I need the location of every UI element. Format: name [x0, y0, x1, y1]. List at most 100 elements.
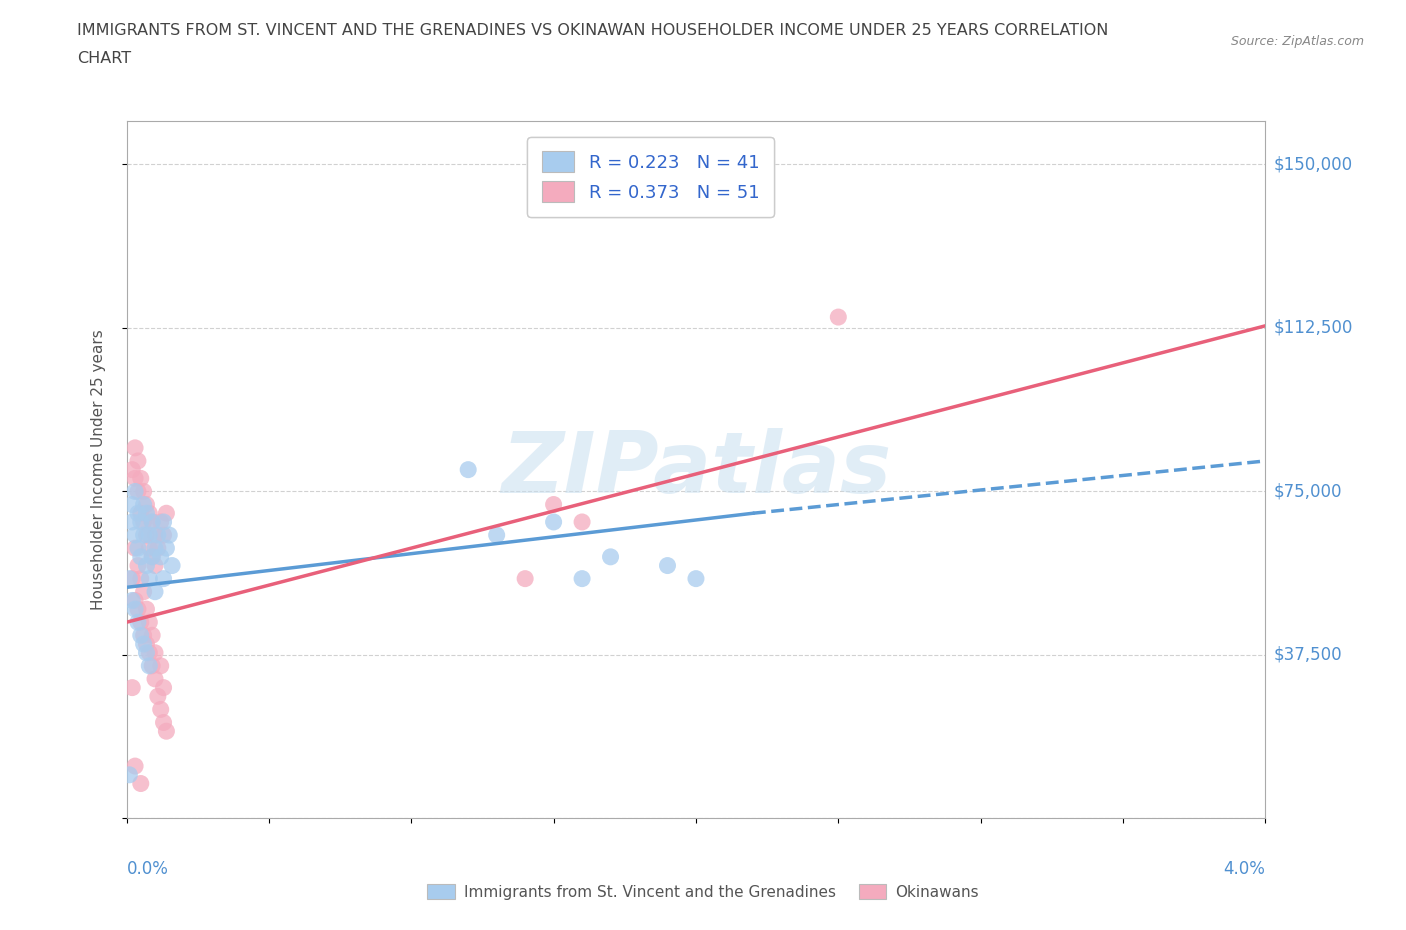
Point	[129, 471, 152, 485]
Point	[146, 527, 169, 542]
Point	[127, 558, 149, 573]
Point	[146, 689, 169, 704]
Text: CHART: CHART	[77, 51, 131, 66]
Point	[657, 558, 679, 573]
Point	[143, 527, 166, 542]
Point	[127, 602, 149, 617]
Point	[118, 571, 141, 586]
Point	[138, 645, 160, 660]
Point	[152, 715, 174, 730]
Point	[571, 571, 593, 586]
Point	[124, 527, 146, 542]
Point	[138, 540, 160, 555]
Text: $150,000: $150,000	[1274, 155, 1353, 174]
Point	[155, 540, 177, 555]
Point	[515, 571, 537, 586]
Point	[121, 680, 143, 695]
Legend: R = 0.223   N = 41, R = 0.373   N = 51: R = 0.223 N = 41, R = 0.373 N = 51	[527, 137, 773, 217]
Point	[141, 550, 163, 565]
Point	[135, 527, 157, 542]
Point	[121, 462, 143, 477]
Point	[121, 514, 143, 529]
Point	[129, 514, 152, 529]
Point	[135, 558, 157, 573]
Point	[457, 462, 479, 477]
Point	[138, 527, 160, 542]
Point	[132, 628, 155, 643]
Point	[149, 550, 172, 565]
Point	[149, 702, 172, 717]
Point	[543, 514, 565, 529]
Point	[124, 602, 146, 617]
Legend: Immigrants from St. Vincent and the Grenadines, Okinawans: Immigrants from St. Vincent and the Gren…	[420, 877, 986, 906]
Point	[132, 584, 155, 599]
Text: $75,000: $75,000	[1274, 483, 1343, 500]
Point	[152, 680, 174, 695]
Point	[118, 767, 141, 782]
Point	[124, 441, 146, 456]
Point	[155, 724, 177, 738]
Point	[124, 471, 146, 485]
Point	[152, 571, 174, 586]
Point	[155, 506, 177, 521]
Point	[129, 628, 152, 643]
Point	[138, 571, 160, 586]
Point	[121, 497, 143, 512]
Point	[143, 540, 166, 555]
Point	[135, 497, 157, 512]
Point	[543, 497, 565, 512]
Point	[135, 506, 157, 521]
Point	[685, 571, 707, 586]
Point	[129, 506, 152, 521]
Point	[127, 615, 149, 630]
Point	[132, 514, 155, 529]
Point	[129, 615, 152, 630]
Text: $112,500: $112,500	[1274, 319, 1353, 337]
Point	[149, 658, 172, 673]
Point	[138, 615, 160, 630]
Point	[138, 506, 160, 521]
Text: Source: ZipAtlas.com: Source: ZipAtlas.com	[1230, 35, 1364, 48]
Point	[143, 584, 166, 599]
Point	[121, 593, 143, 608]
Text: ZIPatlas: ZIPatlas	[501, 428, 891, 512]
Point	[485, 527, 508, 542]
Point	[124, 484, 146, 498]
Point	[129, 550, 152, 565]
Point	[827, 310, 849, 325]
Text: 4.0%: 4.0%	[1223, 860, 1265, 878]
Point	[146, 540, 169, 555]
Point	[143, 558, 166, 573]
Point	[124, 759, 146, 774]
Point	[127, 540, 149, 555]
Point	[141, 514, 163, 529]
Point	[127, 454, 149, 469]
Point	[132, 636, 155, 651]
Point	[135, 636, 157, 651]
Point	[132, 527, 155, 542]
Point	[157, 527, 180, 542]
Point	[141, 658, 163, 673]
Point	[129, 776, 152, 790]
Point	[141, 514, 163, 529]
Point	[132, 497, 155, 512]
Point	[135, 602, 157, 617]
Point	[152, 527, 174, 542]
Point	[141, 550, 163, 565]
Text: $37,500: $37,500	[1274, 646, 1343, 664]
Point	[132, 484, 155, 498]
Point	[138, 658, 160, 673]
Point	[571, 514, 593, 529]
Point	[152, 514, 174, 529]
Text: IMMIGRANTS FROM ST. VINCENT AND THE GRENADINES VS OKINAWAN HOUSEHOLDER INCOME UN: IMMIGRANTS FROM ST. VINCENT AND THE GREN…	[77, 23, 1109, 38]
Point	[129, 571, 152, 586]
Point	[121, 571, 143, 586]
Y-axis label: Householder Income Under 25 years: Householder Income Under 25 years	[91, 329, 105, 610]
Point	[143, 671, 166, 686]
Text: 0.0%: 0.0%	[127, 860, 169, 878]
Point	[127, 484, 149, 498]
Point	[141, 628, 163, 643]
Point	[124, 593, 146, 608]
Point	[135, 645, 157, 660]
Point	[127, 506, 149, 521]
